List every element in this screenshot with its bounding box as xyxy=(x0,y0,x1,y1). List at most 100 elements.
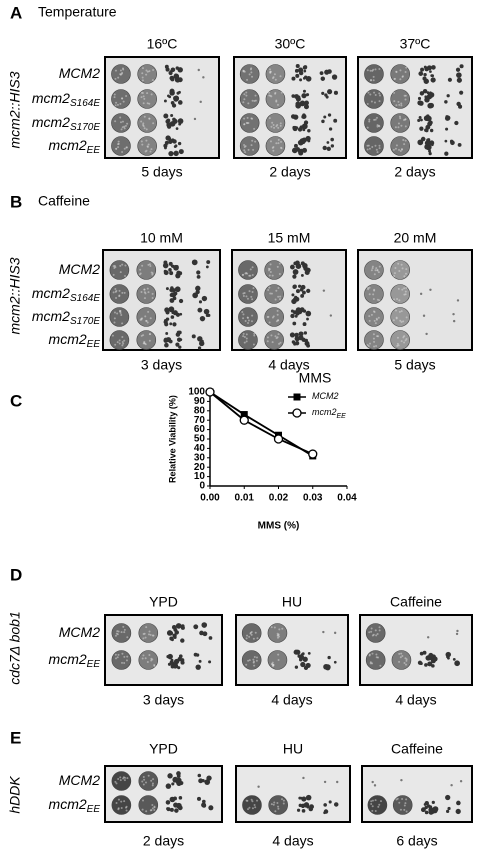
colony xyxy=(199,100,202,104)
colony xyxy=(169,322,173,326)
colony xyxy=(375,653,378,656)
colony xyxy=(121,322,124,325)
colony xyxy=(419,661,423,666)
colony xyxy=(244,151,247,154)
strain-label: MCM2 xyxy=(59,65,100,81)
colony xyxy=(244,145,247,148)
colony xyxy=(401,288,404,291)
colony xyxy=(250,633,253,636)
plate xyxy=(361,765,473,823)
colony xyxy=(393,100,396,103)
colony xyxy=(118,289,121,292)
colony xyxy=(251,807,254,810)
colony xyxy=(122,68,125,71)
colony xyxy=(452,312,455,316)
colony xyxy=(290,309,294,313)
strain-subscript: EE xyxy=(87,659,101,670)
colony xyxy=(173,95,180,102)
colony xyxy=(123,800,126,803)
colony xyxy=(397,287,400,290)
colony xyxy=(393,298,396,301)
y-tick-label: 0 xyxy=(199,481,205,492)
colony xyxy=(400,321,403,324)
colony xyxy=(197,336,203,342)
colony xyxy=(125,659,128,662)
colony xyxy=(113,321,116,324)
colony xyxy=(124,776,127,779)
colony xyxy=(247,808,250,811)
colony xyxy=(331,74,338,80)
colony xyxy=(201,803,207,808)
colony xyxy=(327,113,332,117)
colony xyxy=(142,102,145,105)
legend-name: MCM2 xyxy=(312,391,339,401)
colony xyxy=(366,343,369,346)
colony xyxy=(197,307,203,313)
colony xyxy=(429,70,432,73)
colony-spot xyxy=(364,260,384,280)
colony xyxy=(251,75,254,78)
colony xyxy=(255,656,258,659)
colony xyxy=(208,805,214,811)
colony xyxy=(252,148,255,151)
colony xyxy=(395,309,398,312)
colony xyxy=(328,800,332,804)
colony xyxy=(444,139,448,143)
colony xyxy=(243,93,246,96)
colony xyxy=(368,315,371,318)
colony xyxy=(398,299,401,302)
colony xyxy=(164,322,169,327)
colony xyxy=(333,631,337,635)
colony xyxy=(275,100,278,103)
colony xyxy=(333,118,338,123)
colony xyxy=(121,97,124,100)
colony xyxy=(254,94,257,97)
strain-subscript: S164E xyxy=(70,293,100,304)
colony xyxy=(178,796,183,800)
colony xyxy=(303,104,309,110)
colony xyxy=(399,117,402,120)
colony xyxy=(303,339,307,343)
days-label: 4 days xyxy=(268,357,309,373)
colony xyxy=(376,125,379,128)
colony xyxy=(118,342,121,345)
colony xyxy=(445,794,451,801)
colony xyxy=(145,149,148,152)
colony xyxy=(121,126,124,129)
condition-label: 16ºC xyxy=(147,36,178,52)
colony xyxy=(404,290,407,293)
colony xyxy=(151,296,154,299)
colony xyxy=(175,273,181,279)
colony xyxy=(419,140,424,145)
colony xyxy=(143,297,146,300)
colony xyxy=(177,805,183,811)
colony xyxy=(165,119,169,124)
colony xyxy=(269,71,272,74)
colony xyxy=(432,806,439,812)
colony xyxy=(368,120,371,123)
days-label: 2 days xyxy=(143,833,184,849)
colony xyxy=(141,780,144,783)
colony xyxy=(404,94,407,97)
colony xyxy=(370,313,373,316)
colony xyxy=(203,308,210,315)
colony xyxy=(270,334,273,337)
colony xyxy=(164,64,169,69)
colony xyxy=(298,803,303,808)
legend-subscript: EE xyxy=(337,413,347,420)
colony xyxy=(177,141,182,146)
colony xyxy=(272,76,275,79)
colony-spot xyxy=(390,284,410,304)
colony xyxy=(447,77,452,82)
colony xyxy=(376,151,379,154)
colony xyxy=(322,145,327,151)
colony xyxy=(320,76,326,81)
colony xyxy=(166,807,171,812)
colony-spot xyxy=(136,284,157,304)
colony xyxy=(398,801,401,804)
colony xyxy=(121,263,124,266)
colony xyxy=(292,321,297,326)
colony xyxy=(422,76,427,81)
colony xyxy=(170,68,175,72)
colony xyxy=(153,664,156,667)
